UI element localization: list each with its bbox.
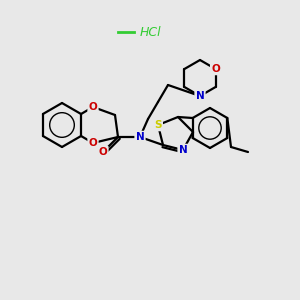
Text: HCl: HCl	[139, 26, 161, 38]
Text: O: O	[88, 102, 98, 112]
Text: N: N	[178, 145, 188, 155]
Text: O: O	[88, 138, 98, 148]
Text: O: O	[211, 64, 220, 74]
Text: S: S	[154, 120, 162, 130]
Text: O: O	[99, 147, 107, 157]
Text: N: N	[136, 132, 144, 142]
Text: N: N	[196, 91, 204, 101]
